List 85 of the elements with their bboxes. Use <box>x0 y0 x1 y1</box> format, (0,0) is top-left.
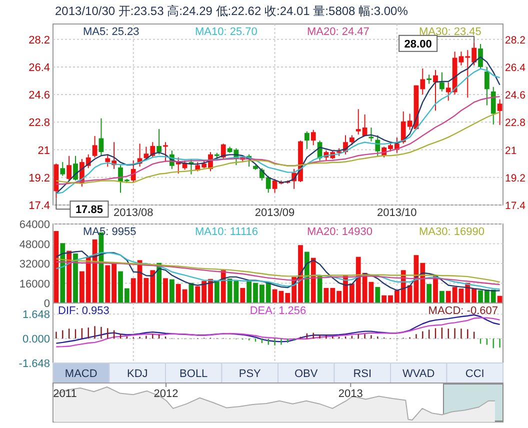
candlestick <box>375 134 380 156</box>
candlestick <box>368 127 374 142</box>
bar <box>73 254 78 303</box>
candlestick <box>484 66 490 106</box>
x-tick-label: 2012 <box>154 388 178 400</box>
text: MA20: 24.47 <box>307 26 370 38</box>
y-tick-label: 1.648 <box>22 309 50 322</box>
y-tick-label: 0.000 <box>22 334 50 346</box>
candlestick <box>310 129 316 146</box>
candlestick <box>98 118 104 156</box>
y-tick-label: 48000 <box>19 238 50 251</box>
candlestick <box>66 155 72 181</box>
text: MA10: 25.70 <box>195 26 258 38</box>
text: MA30: 23.45 <box>419 26 482 38</box>
y2-tick-label: 19.2 <box>505 172 526 184</box>
text: CCI <box>465 368 484 380</box>
candlestick <box>92 135 98 158</box>
text: BOLL <box>180 368 208 380</box>
y-tick-label: -1.648 <box>18 358 50 370</box>
x-tick-label: 2013/08 <box>113 207 154 219</box>
bar <box>426 284 432 303</box>
candlestick <box>304 130 310 150</box>
text: KDJ <box>126 368 148 380</box>
bar <box>240 288 246 303</box>
y-tick-label: 64000 <box>19 219 50 231</box>
bar <box>439 290 444 303</box>
bar <box>169 279 174 303</box>
y2-tick-label: 22.8 <box>505 117 526 130</box>
candlestick <box>490 86 496 125</box>
text: PSY <box>238 368 262 380</box>
candlestick <box>433 70 438 112</box>
text: MA5: 25.23 <box>83 26 140 38</box>
bar <box>310 258 316 303</box>
series-label: DEA: 1.256 <box>250 305 306 317</box>
bar <box>163 278 168 303</box>
y2-tick-label: 26.4 <box>505 62 526 74</box>
y-tick-label: 0 <box>44 298 50 310</box>
candlestick <box>497 98 502 126</box>
candlestick <box>272 178 278 194</box>
series-label: MA5: 9955 <box>83 226 136 238</box>
y-tick-label: 16000 <box>19 278 50 290</box>
y-tick-label: 17.4 <box>28 200 50 212</box>
candlestick <box>349 134 354 146</box>
bar <box>214 280 220 303</box>
bar <box>60 243 66 303</box>
text: OBV <box>294 368 318 380</box>
text: MA30: 16990 <box>419 226 484 238</box>
x-tick-label: 2011 <box>53 388 77 400</box>
y-tick-label: 22.8 <box>28 117 50 130</box>
y-tick-label: 21 <box>38 144 50 157</box>
y-tick-label: 19.2 <box>28 172 50 184</box>
candlestick <box>220 143 226 160</box>
candlestick <box>439 72 444 92</box>
bar <box>66 250 72 303</box>
bar <box>304 252 310 303</box>
series-label: MACD: -0.607 <box>428 305 498 317</box>
candlestick <box>130 160 136 182</box>
text: MA20: 14930 <box>307 226 372 238</box>
y2-tick-label: 21 <box>505 144 517 157</box>
annotation: 28.00 <box>404 38 432 50</box>
y-tick-label: 28.2 <box>28 34 50 46</box>
y-tick-label: 24.6 <box>28 90 50 102</box>
x-tick-label: 2013/09 <box>254 207 295 219</box>
series-label: DIF: 0.953 <box>58 305 110 317</box>
y-tick-label: 32000 <box>19 258 50 270</box>
candlestick <box>60 162 66 176</box>
y2-tick-label: 24.6 <box>505 90 526 102</box>
x-tick-label: 2013 <box>338 388 363 400</box>
bar <box>375 286 380 303</box>
bar <box>234 280 239 303</box>
annotation: 17.85 <box>75 204 103 216</box>
candlestick <box>73 155 78 181</box>
chart-title: 2013/10/30 开:23.53 高:24.29 低:22.62 收:24.01 量:5808 幅:3.00% <box>55 4 408 18</box>
y2-tick-label: 28.2 <box>505 34 526 46</box>
text: RSI <box>353 368 372 380</box>
text: WVAD <box>402 368 435 380</box>
candlestick <box>478 43 483 69</box>
text: MA10: 11116 <box>195 226 258 238</box>
x-tick-label: 2013/10 <box>377 207 417 219</box>
y2-tick-label: 17.4 <box>505 200 526 212</box>
candlestick <box>156 128 162 155</box>
y-tick-label: 26.4 <box>28 62 50 74</box>
candlestick <box>426 74 432 84</box>
text: MACD <box>64 368 98 380</box>
candlestick <box>163 142 168 163</box>
